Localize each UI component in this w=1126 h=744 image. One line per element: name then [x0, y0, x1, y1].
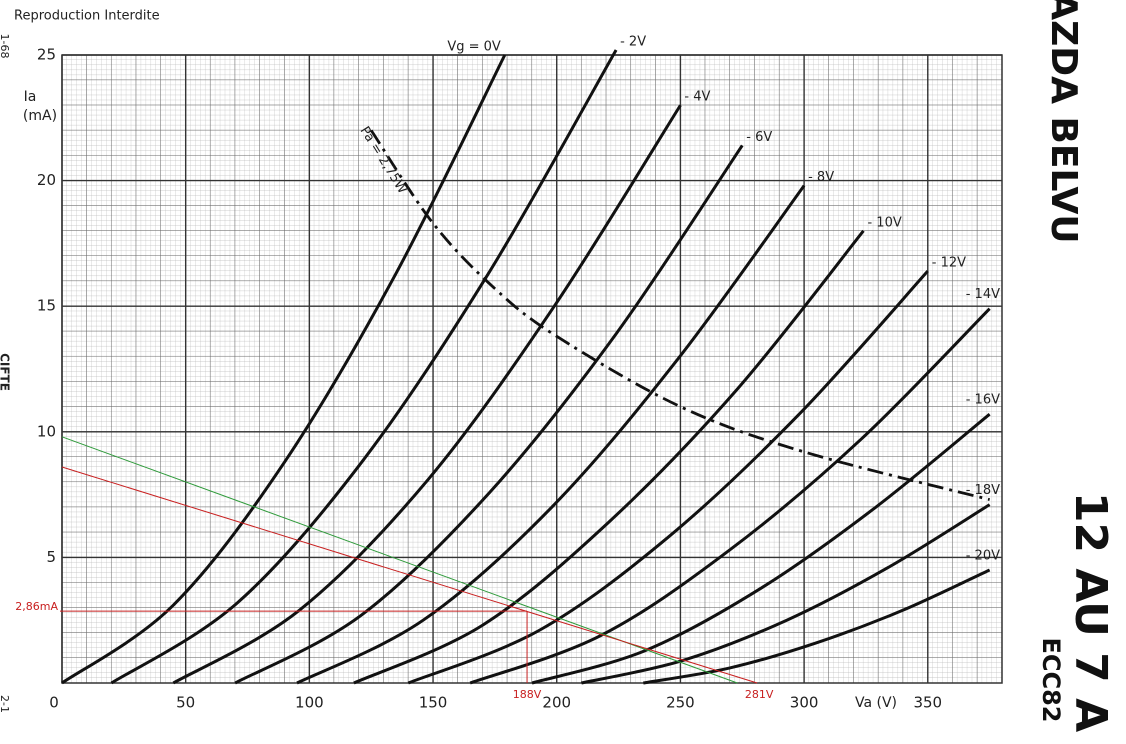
- curve-label: - 14V: [966, 287, 1000, 302]
- power-curve: [370, 129, 990, 501]
- curve-label: - 8V: [808, 170, 834, 185]
- tube-curve: [234, 144, 744, 685]
- x-tick-label: 350: [913, 694, 942, 712]
- y-tick-label: 20: [37, 171, 56, 189]
- x-tick-label: 200: [542, 694, 571, 712]
- tube-curve: [643, 568, 991, 685]
- operating-label: 2,86mA: [15, 600, 58, 613]
- left-code: 2-1: [0, 695, 11, 713]
- tube-type: 12 AU 7 A: [1065, 492, 1116, 732]
- curve-label: - 2V: [620, 34, 646, 49]
- load-line-label: 281V: [745, 688, 774, 701]
- y-axis-label: Ia: [24, 89, 37, 105]
- x-tick-label: 150: [419, 694, 448, 712]
- tube-curve: [353, 229, 865, 685]
- equivalent: ECC82: [1037, 637, 1065, 722]
- tube-curve: [531, 413, 991, 685]
- tube-curve: [61, 54, 507, 685]
- curve-label: Vg = 0V: [447, 40, 501, 55]
- left-word: CIFTE: [0, 353, 12, 391]
- tube-curve: [296, 184, 806, 685]
- x-tick-label: 300: [790, 694, 819, 712]
- brand: MAZDA BELVU: [1043, 0, 1084, 244]
- curve-label: - 4V: [684, 90, 710, 105]
- operating-label: 188V: [513, 688, 542, 701]
- y-tick-label: 5: [46, 548, 56, 566]
- curve-label: - 10V: [867, 215, 901, 230]
- y-tick-label: 10: [37, 422, 56, 440]
- tube-curve: [581, 503, 991, 685]
- y-axis-label: (mA): [23, 108, 57, 124]
- plot: [60, 49, 1003, 685]
- left-code: 1-68: [0, 34, 11, 59]
- x-tick-label: 100: [295, 694, 324, 712]
- y-tick-label: 15: [37, 297, 56, 315]
- header-note: Reproduction Interdite: [14, 9, 160, 24]
- x-tick-label: 0: [49, 694, 59, 712]
- x-tick-label: 250: [666, 694, 695, 712]
- curve-label: - 20V: [966, 548, 1000, 563]
- curve-label: - 18V: [966, 483, 1000, 498]
- curve-label: - 16V: [966, 393, 1000, 408]
- curve-label: - 6V: [746, 130, 772, 145]
- tube-curve: [407, 270, 929, 685]
- x-axis-label: Va (V): [855, 695, 897, 711]
- x-tick-label: 50: [176, 694, 195, 712]
- tube-curve: [172, 104, 682, 685]
- load-line: [61, 466, 758, 684]
- tube-curve: [110, 49, 618, 685]
- mid-grid: [62, 55, 1002, 683]
- curve-label: - 12V: [932, 256, 966, 271]
- y-tick-label: 25: [37, 46, 56, 64]
- tube-curve: [469, 307, 991, 685]
